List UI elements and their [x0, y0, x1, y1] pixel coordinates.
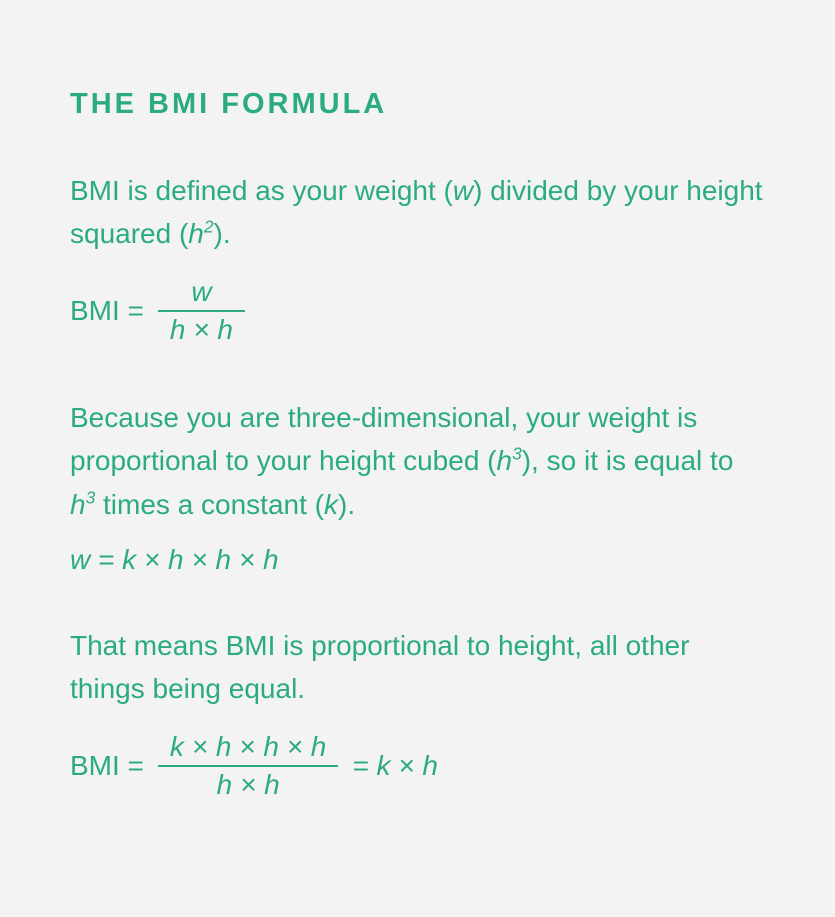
document-page: THE BMI FORMULA BMI is defined as your w…: [0, 0, 835, 911]
para2-k: k: [324, 489, 338, 520]
equation-bmi-definition: BMI = w h × h: [70, 274, 765, 348]
eq3-denominator: h × h: [205, 767, 292, 803]
para1-pre: BMI is defined as your weight (: [70, 175, 453, 206]
paragraph-2: Because you are three-dimensional, your …: [70, 396, 765, 526]
eq3-fraction: k × h × h × h h × h: [158, 729, 338, 803]
eq3-numerator: k × h × h × h: [158, 729, 338, 765]
eq1-lhs: BMI =: [70, 295, 144, 327]
para2-h3a: h3: [497, 445, 522, 476]
para2-mid1: ), so it is equal to: [522, 445, 734, 476]
para1-w: w: [453, 175, 473, 206]
eq3-lhs: BMI =: [70, 750, 144, 782]
para2-h3b-sup: 3: [86, 487, 96, 507]
para2-mid2: times a constant (: [95, 489, 324, 520]
para2-h3a-sup: 3: [512, 444, 522, 464]
para2-h3b: h3: [70, 489, 95, 520]
page-title: THE BMI FORMULA: [70, 88, 765, 121]
para2-h3b-base: h: [70, 489, 86, 520]
para2-post: ).: [338, 489, 355, 520]
para1-h2: h2: [188, 218, 213, 249]
equation-weight-cube: w = k × h × h × h: [70, 544, 765, 576]
eq3-tail: = k × h: [352, 750, 438, 782]
para1-post: ).: [214, 218, 231, 249]
equation-bmi-height: BMI = k × h × h × h h × h = k × h: [70, 729, 765, 803]
para1-h2-sup: 2: [204, 217, 214, 237]
eq1-fraction: w h × h: [158, 274, 245, 348]
paragraph-1: BMI is defined as your weight (w) divide…: [70, 169, 765, 256]
eq1-denominator: h × h: [158, 312, 245, 348]
paragraph-3: That means BMI is proportional to height…: [70, 624, 765, 711]
eq1-numerator: w: [179, 274, 223, 310]
para2-h3a-base: h: [497, 445, 513, 476]
para1-h2-base: h: [188, 218, 204, 249]
